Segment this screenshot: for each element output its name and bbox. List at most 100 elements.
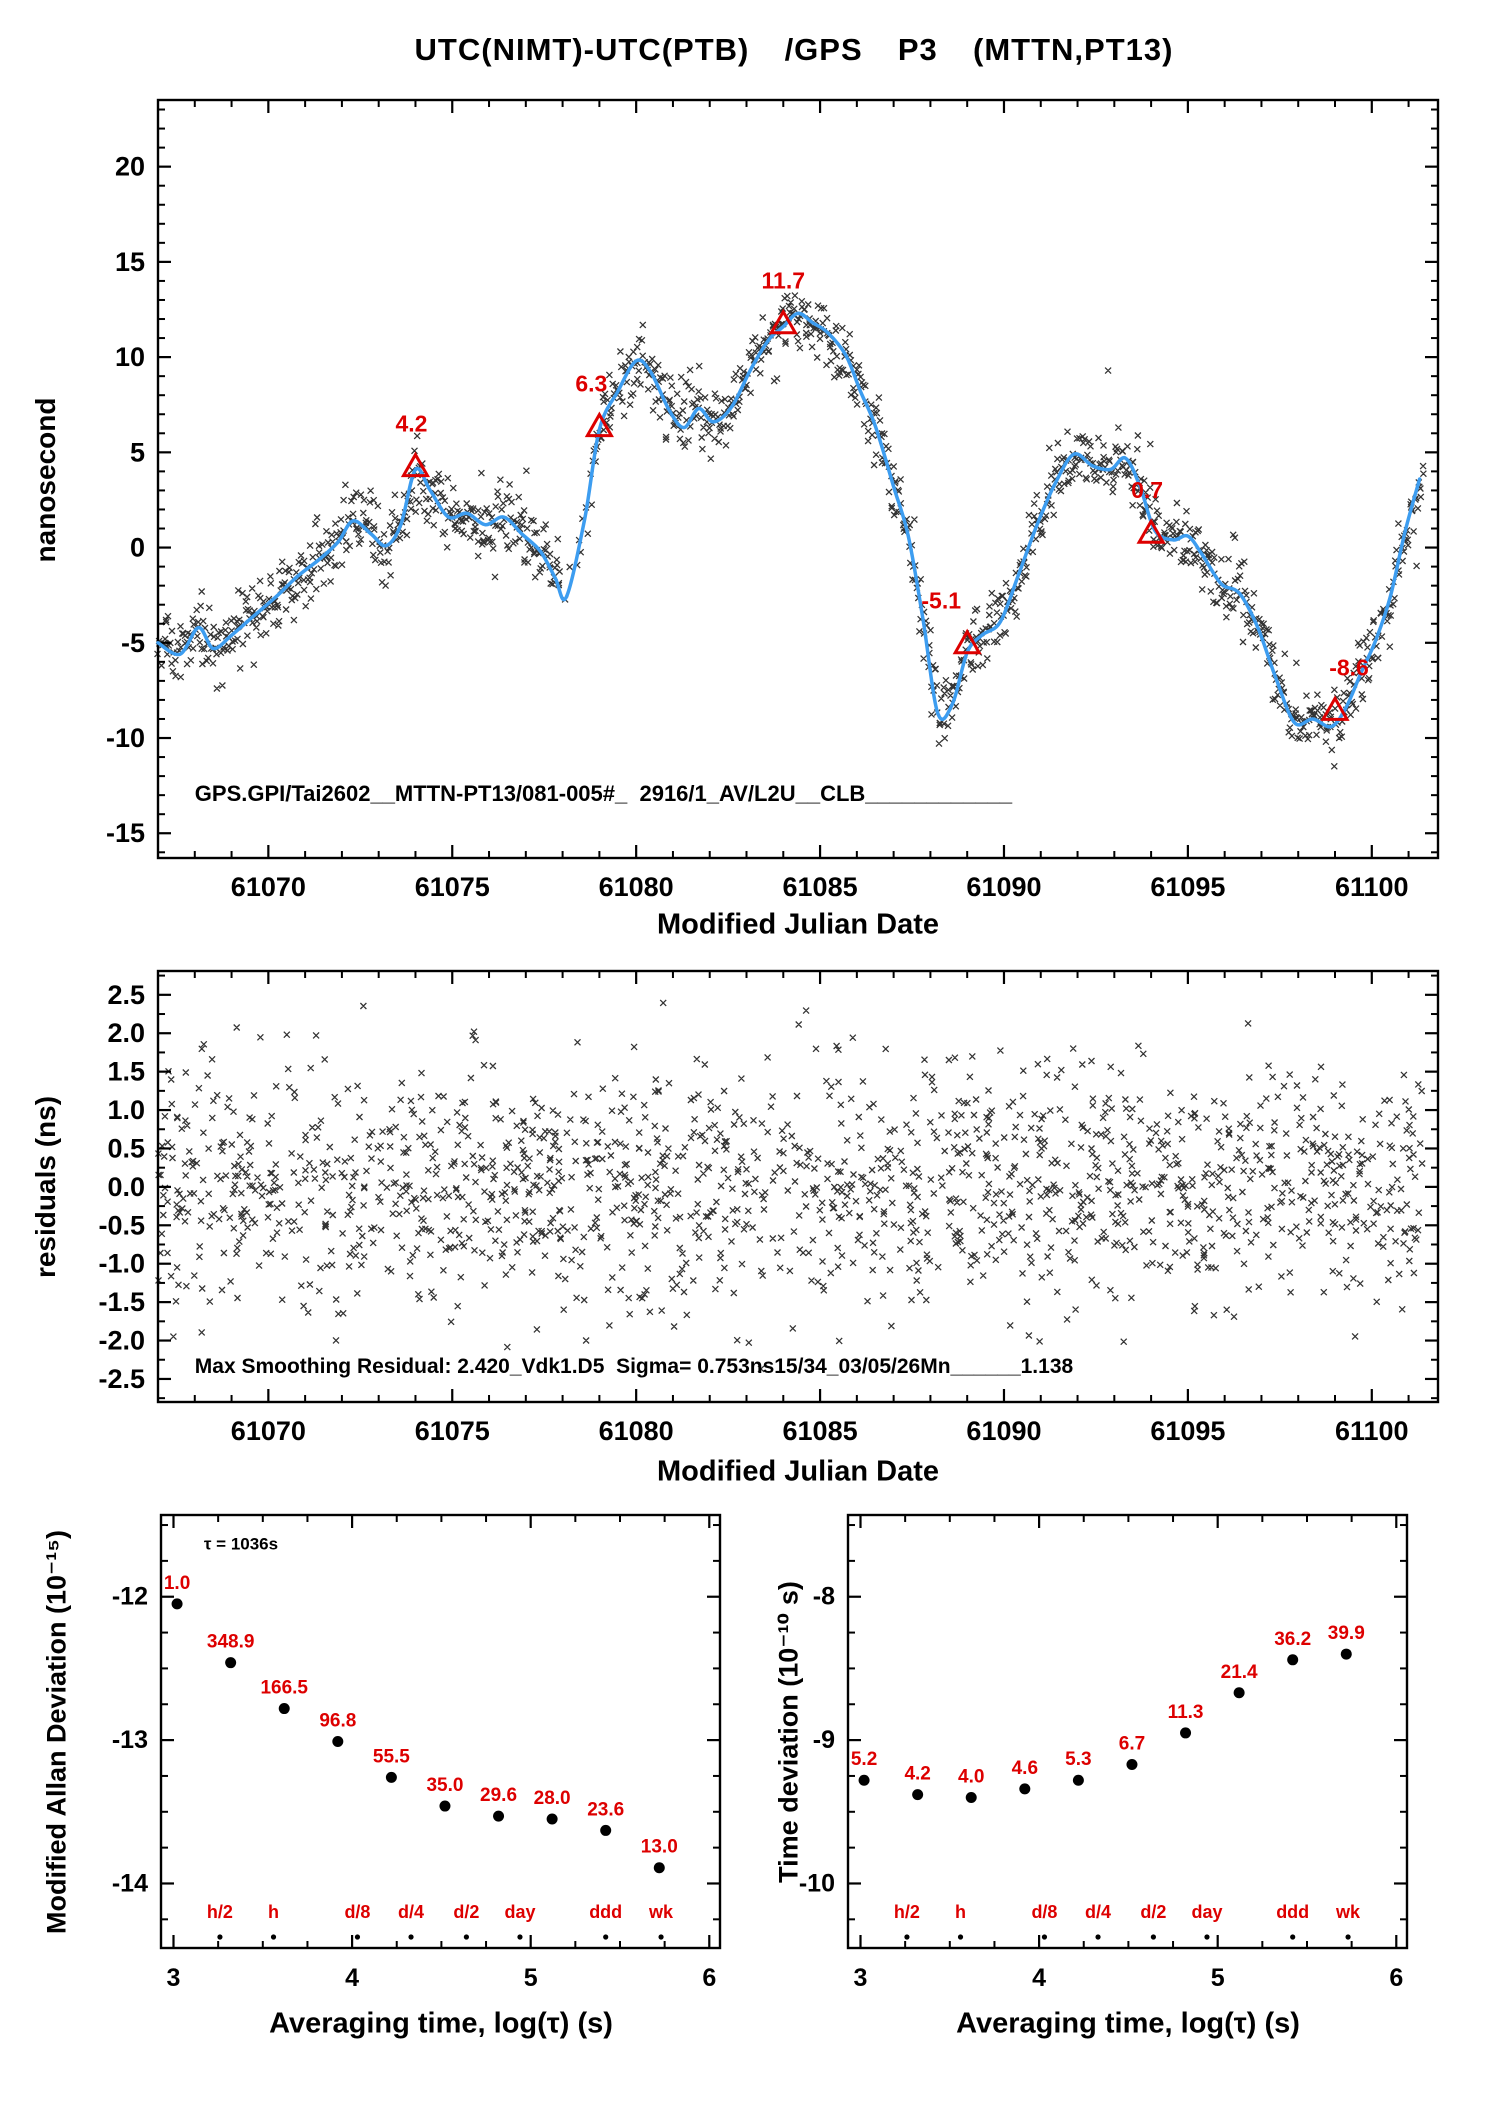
- data-point: [653, 1862, 665, 1874]
- mdev-y-axis-label: Modified Allan Deviation (10⁻¹⁵): [41, 1530, 72, 1934]
- svg-text:d/2: d/2: [453, 1902, 479, 1922]
- svg-text:61085: 61085: [783, 1416, 858, 1446]
- svg-text:3: 3: [167, 1964, 181, 1992]
- svg-text:2.0: 2.0: [107, 1018, 145, 1048]
- svg-text:36.2: 36.2: [1274, 1629, 1311, 1650]
- svg-text:-8: -8: [813, 1583, 835, 1611]
- data-point: [171, 1598, 183, 1610]
- data-point: [912, 1789, 924, 1801]
- svg-text:61085: 61085: [783, 872, 858, 902]
- svg-text:4.2: 4.2: [904, 1764, 930, 1785]
- svg-text:6.3: 6.3: [575, 371, 607, 397]
- svg-text:-12: -12: [112, 1583, 148, 1611]
- triangle-marker: [1320, 695, 1350, 721]
- svg-text:day: day: [1191, 1902, 1222, 1922]
- svg-text:-5.1: -5.1: [921, 588, 961, 614]
- data-point: [965, 1791, 977, 1803]
- svg-text:h/2: h/2: [207, 1902, 233, 1922]
- tick-labels: 3 4 5 6 -12 -13 -14: [112, 1583, 716, 1992]
- axes: [161, 1515, 720, 1948]
- svg-text:d/8: d/8: [1031, 1902, 1057, 1922]
- modified-allan-deviation-chart: 3 4 5 6 -12 -13 -14 1.0 348.9 166.5 96.8 55.5 35.0 29…: [112, 1513, 722, 1992]
- time-row-dot: [1345, 1934, 1351, 1940]
- data-point: [385, 1771, 397, 1783]
- tick-labels: 61070 61075 61080 61085 61090 61095 61100 -15 -1…: [106, 152, 1409, 902]
- svg-text:h: h: [955, 1902, 966, 1922]
- time-deviation-chart: 3 4 5 6 -8 -9 -10 5.2 4.2 4.0 4.6 5.3 6.7 11.3 21.4 36.…: [799, 1513, 1409, 1992]
- data-point: [1287, 1654, 1299, 1666]
- svg-text:τ = 1036s: τ = 1036s: [204, 1534, 278, 1553]
- svg-text:4.6: 4.6: [1012, 1758, 1038, 1779]
- svg-text:61090: 61090: [966, 1416, 1041, 1446]
- data-point: [1126, 1758, 1138, 1770]
- svg-text:61095: 61095: [1150, 872, 1225, 902]
- svg-text:1.0: 1.0: [164, 1573, 190, 1594]
- deviation-points: 5.2 4.2 4.0 4.6 5.3 6.7 11.3 21.4 36.2 39.9: [851, 1623, 1365, 1803]
- svg-text:1.5: 1.5: [107, 1057, 145, 1087]
- time-row-dot: [1095, 1934, 1101, 1940]
- svg-text:61100: 61100: [1335, 1416, 1409, 1446]
- svg-text:d/2: d/2: [1140, 1902, 1166, 1922]
- time-row-dot: [658, 1934, 664, 1940]
- svg-text:-2.5: -2.5: [98, 1364, 145, 1394]
- svg-text:wk: wk: [1335, 1902, 1361, 1922]
- deviation-points: 1.0 348.9 166.5 96.8 55.5 35.0 29.6 28.0 23.6 13.…: [164, 1573, 678, 1874]
- svg-text:-10: -10: [106, 723, 145, 753]
- svg-text:wk: wk: [648, 1902, 674, 1922]
- averaging-time-row: h/2 h d/8 d/4 d/2 day ddd wk: [894, 1902, 1361, 1940]
- data-point: [858, 1774, 870, 1786]
- calibration-markers: 4.2 6.3 11.7 -5.1 0.7 -8.6: [395, 268, 1369, 721]
- measurement-scatter: [154, 999, 1426, 1373]
- svg-text:5: 5: [1211, 1964, 1225, 1992]
- data-point: [439, 1800, 451, 1812]
- svg-text:d/8: d/8: [344, 1902, 370, 1922]
- tau-annotation: τ = 1036s: [204, 1534, 278, 1553]
- time-row-dot: [463, 1934, 469, 1940]
- time-row-dot: [517, 1934, 523, 1940]
- triangle-marker: [768, 308, 798, 335]
- top-y-axis-label: nanosecond: [30, 397, 61, 563]
- svg-text:6: 6: [1389, 1964, 1403, 1992]
- data-point: [332, 1736, 344, 1748]
- tick-labels: 61070 61075 61080 61085 61090 61095 61100 2.5 2.…: [98, 980, 1408, 1446]
- plot-frame: [156, 969, 1440, 1404]
- svg-text:-1.5: -1.5: [98, 1287, 145, 1317]
- svg-text:11.7: 11.7: [762, 268, 806, 294]
- svg-text:-10: -10: [799, 1869, 835, 1897]
- plot-frame: [156, 98, 1440, 860]
- svg-text:61080: 61080: [599, 1416, 674, 1446]
- svg-text:4: 4: [1032, 1964, 1046, 1992]
- top-x-axis-label: Modified Julian Date: [657, 908, 939, 941]
- svg-text:61075: 61075: [415, 1416, 490, 1446]
- axes: [848, 1515, 1407, 1948]
- triangle-marker: [952, 628, 982, 655]
- plot-annotation: GPS.GPI/Tai2602__MTTN-PT13/081-005#_ 291…: [195, 781, 1013, 806]
- data-point: [1072, 1774, 1084, 1786]
- svg-text:-14: -14: [112, 1869, 148, 1897]
- svg-text:day: day: [504, 1902, 535, 1922]
- data-point: [600, 1824, 612, 1836]
- svg-text:29.6: 29.6: [480, 1785, 517, 1806]
- svg-text:-13: -13: [112, 1726, 148, 1754]
- svg-text:Max Smoothing Residual: 2.420_: Max Smoothing Residual: 2.420_Vdk1.D5 Si…: [195, 1355, 1074, 1378]
- tick-labels: 3 4 5 6 -8 -9 -10: [799, 1583, 1403, 1992]
- data-point: [278, 1703, 290, 1715]
- svg-text:-2.0: -2.0: [98, 1326, 145, 1356]
- svg-text:4.0: 4.0: [958, 1766, 984, 1787]
- svg-text:20: 20: [115, 152, 145, 182]
- time-row-dot: [1150, 1934, 1156, 1940]
- svg-text:0: 0: [130, 533, 145, 563]
- svg-text:61095: 61095: [1150, 1416, 1225, 1446]
- svg-text:ddd: ddd: [589, 1902, 622, 1922]
- svg-text:55.5: 55.5: [373, 1746, 410, 1767]
- plot-frame: [846, 1513, 1409, 1950]
- time-row-dot: [1290, 1934, 1296, 1940]
- svg-text:13.0: 13.0: [641, 1837, 678, 1858]
- plot-annotation: Max Smoothing Residual: 2.420_Vdk1.D5 Si…: [195, 1355, 1074, 1378]
- tdev-x-axis-label: Averaging time, log(τ) (s): [956, 2007, 1300, 2040]
- data-point: [546, 1813, 558, 1825]
- svg-text:5: 5: [130, 437, 145, 467]
- svg-text:61070: 61070: [231, 1416, 306, 1446]
- svg-text:5.3: 5.3: [1065, 1749, 1091, 1770]
- svg-text:35.0: 35.0: [426, 1775, 463, 1796]
